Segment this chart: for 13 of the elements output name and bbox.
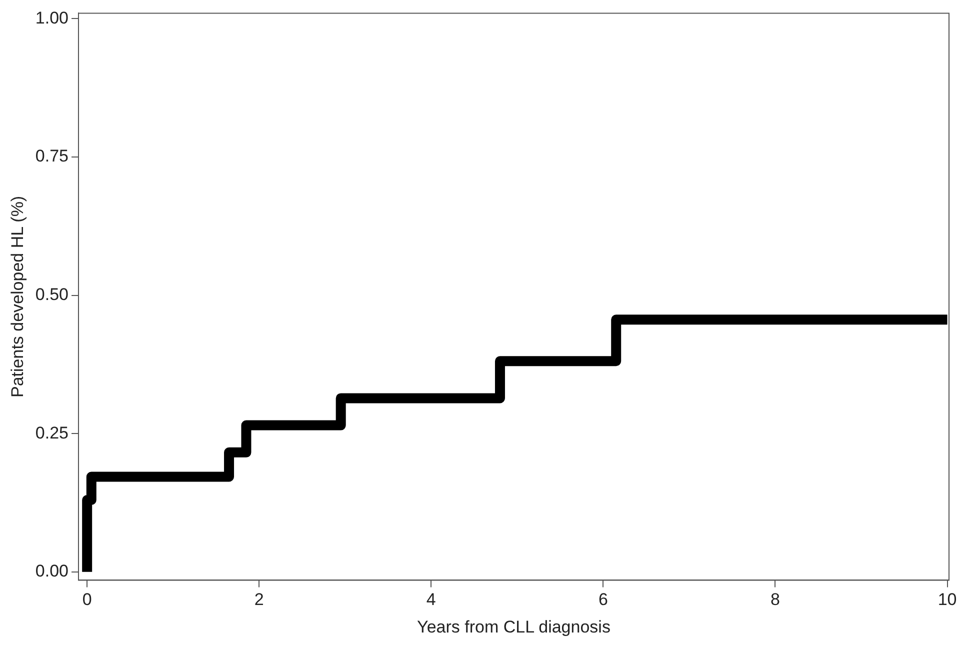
x-tick-label: 0 [82,590,92,610]
x-tick-label: 10 [938,590,957,610]
x-tick-label: 8 [770,590,780,610]
y-tick-label: 1.00 [35,8,68,28]
x-tick-label: 4 [426,590,436,610]
y-axis-title: Patients developed HL (%) [8,196,27,398]
y-tick-label: 0.75 [35,146,68,166]
x-tick-label: 6 [598,590,608,610]
y-tick-label: 0.00 [35,562,68,581]
y-tick-label: 0.50 [35,285,68,304]
x-axis-title: Years from CLL diagnosis [417,617,610,636]
x-tick-label: 2 [254,590,264,610]
y-tick-label: 0.25 [35,423,68,442]
